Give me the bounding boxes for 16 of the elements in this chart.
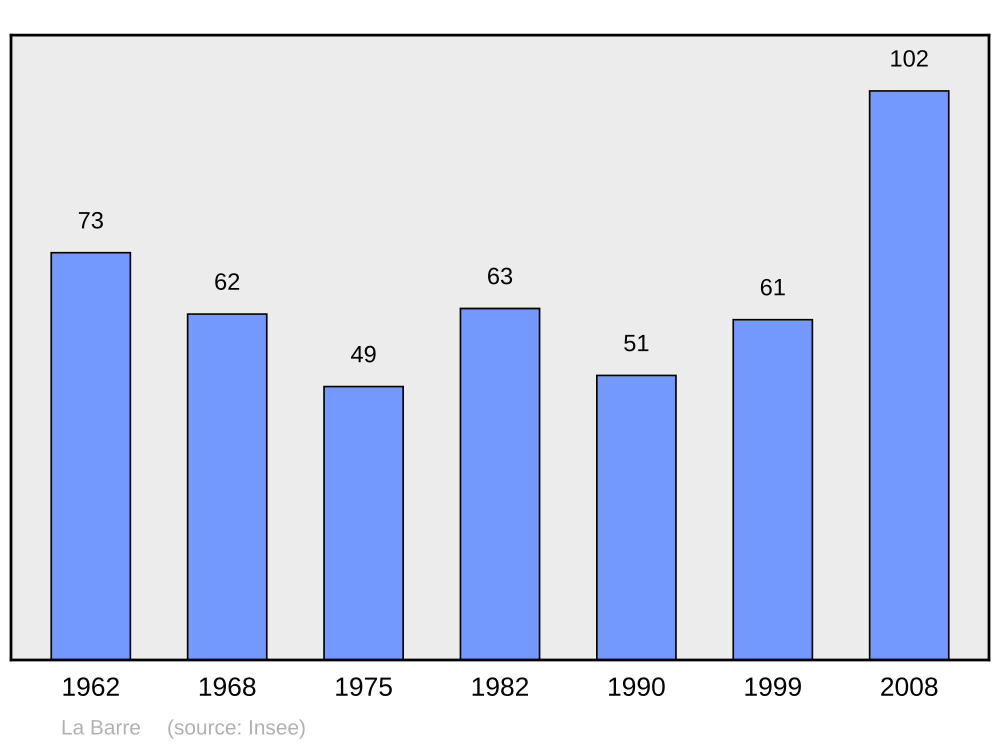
data-label: 73 xyxy=(78,212,103,229)
x-tick-label: 1962 xyxy=(63,677,119,696)
data-label: 63 xyxy=(488,268,512,284)
data-label: 61 xyxy=(760,278,785,296)
text: La Barre xyxy=(62,720,140,735)
x-tick-label: 1975 xyxy=(336,677,392,696)
data-label: 102 xyxy=(891,50,928,67)
x-tick-label: 1982 xyxy=(472,677,528,696)
x-tick-label: 1990 xyxy=(609,677,665,696)
x-tick-label: 2008 xyxy=(881,677,938,696)
text: (source: Insee) xyxy=(168,719,305,739)
x-tick-label: 1999 xyxy=(745,677,801,696)
data-label: 62 xyxy=(215,273,240,290)
data-label: 49 xyxy=(351,346,376,362)
data-label: 51 xyxy=(624,334,648,352)
x-tick-label: 1968 xyxy=(200,677,256,696)
